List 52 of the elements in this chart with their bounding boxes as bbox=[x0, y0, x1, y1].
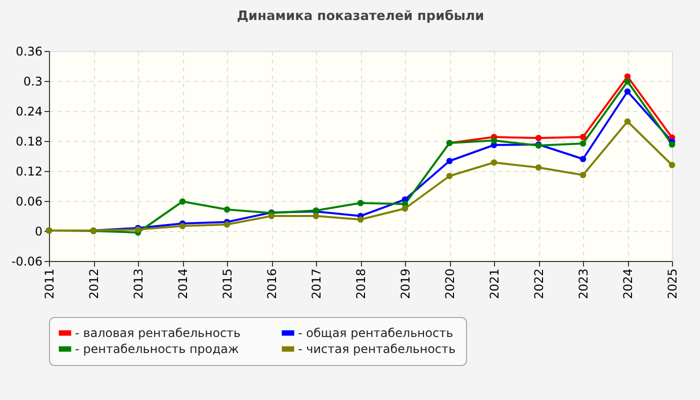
legend-label: - рентабельность продаж bbox=[75, 342, 239, 356]
chart-title: Динамика показателей прибыли bbox=[236, 9, 484, 24]
y-tick-label: 0 bbox=[34, 224, 42, 238]
legend-label: - чистая рентабельность bbox=[298, 342, 456, 356]
point bbox=[624, 78, 631, 85]
y-tick-label: -0.06 bbox=[11, 254, 42, 268]
y-tick-label: 0.18 bbox=[16, 134, 42, 148]
x-tick-label: 2014 bbox=[176, 268, 190, 300]
point bbox=[535, 134, 542, 142]
point bbox=[490, 159, 498, 166]
x-tick-label: 2022 bbox=[532, 268, 546, 300]
point bbox=[580, 156, 586, 162]
x-tick-label: 2025 bbox=[666, 268, 680, 300]
x-tick-label: 2012 bbox=[87, 268, 101, 300]
point bbox=[357, 216, 364, 223]
point bbox=[446, 172, 453, 180]
x-tick-label: 2021 bbox=[488, 268, 502, 300]
point bbox=[179, 222, 186, 230]
legend-label: - общая рентабельность bbox=[298, 326, 454, 340]
x-tick-label: 2011 bbox=[42, 268, 56, 300]
point bbox=[179, 198, 186, 205]
point bbox=[580, 134, 586, 140]
x-tick-label: 2013 bbox=[132, 268, 146, 300]
point bbox=[224, 221, 230, 228]
point bbox=[668, 141, 676, 148]
x-tick-label: 2024 bbox=[621, 268, 635, 300]
point bbox=[624, 118, 631, 125]
x-tick-label: 2015 bbox=[220, 268, 234, 300]
point bbox=[357, 200, 364, 206]
point bbox=[224, 206, 230, 213]
x-tick-label: 2018 bbox=[354, 268, 368, 300]
point bbox=[580, 140, 586, 147]
x-tick-label: 2020 bbox=[443, 268, 457, 300]
y-tick-label: 0.3 bbox=[23, 74, 42, 88]
y-tick-label: 0.12 bbox=[16, 164, 42, 178]
x-tick-label: 2017 bbox=[310, 268, 324, 300]
point bbox=[312, 212, 320, 220]
legend-label: - валовая рентабельность bbox=[75, 326, 241, 340]
point bbox=[446, 158, 453, 164]
point bbox=[535, 164, 542, 171]
y-tick-label: 0.36 bbox=[16, 44, 42, 58]
point bbox=[668, 162, 676, 168]
y-tick-label: 0.06 bbox=[16, 194, 42, 208]
x-tick-label: 2023 bbox=[576, 268, 590, 300]
point bbox=[624, 88, 631, 95]
point bbox=[580, 172, 586, 178]
point bbox=[268, 212, 275, 220]
x-tick-label: 2019 bbox=[398, 268, 412, 300]
y-tick-label: 0.24 bbox=[16, 104, 42, 118]
x-tick-label: 2016 bbox=[265, 268, 279, 300]
point bbox=[490, 137, 498, 144]
point bbox=[402, 205, 408, 212]
